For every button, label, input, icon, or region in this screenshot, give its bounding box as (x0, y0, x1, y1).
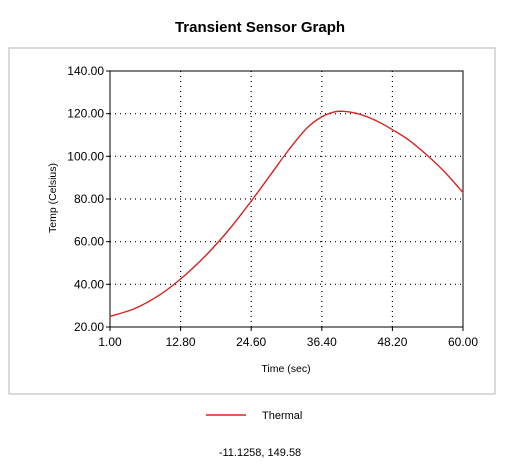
x-tick-label: 60.00 (448, 335, 478, 349)
y-axis-ticks: 20.00 40.00 60.00 80.00 100.00 120.00 140.00 (67, 64, 110, 334)
y-tick-label: 80.00 (74, 192, 104, 206)
plot-area (109, 70, 464, 328)
y-tick-label: 20.00 (74, 320, 104, 334)
x-axis-ticks: 1.00 12.80 24.60 36.40 48.20 60.00 (98, 327, 478, 349)
x-tick-label: 24.60 (236, 335, 266, 349)
x-tick-label: 36.40 (307, 335, 337, 349)
y-tick-label: 60.00 (74, 235, 104, 249)
x-axis-label: Time (sec) (261, 363, 310, 375)
y-tick-label: 100.00 (67, 149, 104, 163)
x-tick-label: 48.20 (377, 335, 407, 349)
y-tick-label: 120.00 (67, 107, 104, 121)
chart-panel-border (8, 47, 496, 395)
series-lines (109, 110, 464, 318)
chart-title: Transient Sensor Graph (175, 19, 345, 36)
y-axis-label: Temp (Celsius) (47, 163, 59, 233)
legend-label-thermal: Thermal (262, 410, 302, 422)
x-tick-label: 1.00 (98, 335, 122, 349)
y-tick-label: 40.00 (74, 277, 104, 291)
x-tick-label: 12.80 (166, 335, 196, 349)
series-line-thermal (109, 110, 464, 318)
y-tick-label: 140.00 (67, 64, 104, 78)
cursor-readout: -11.1258, 149.58 (219, 447, 301, 459)
